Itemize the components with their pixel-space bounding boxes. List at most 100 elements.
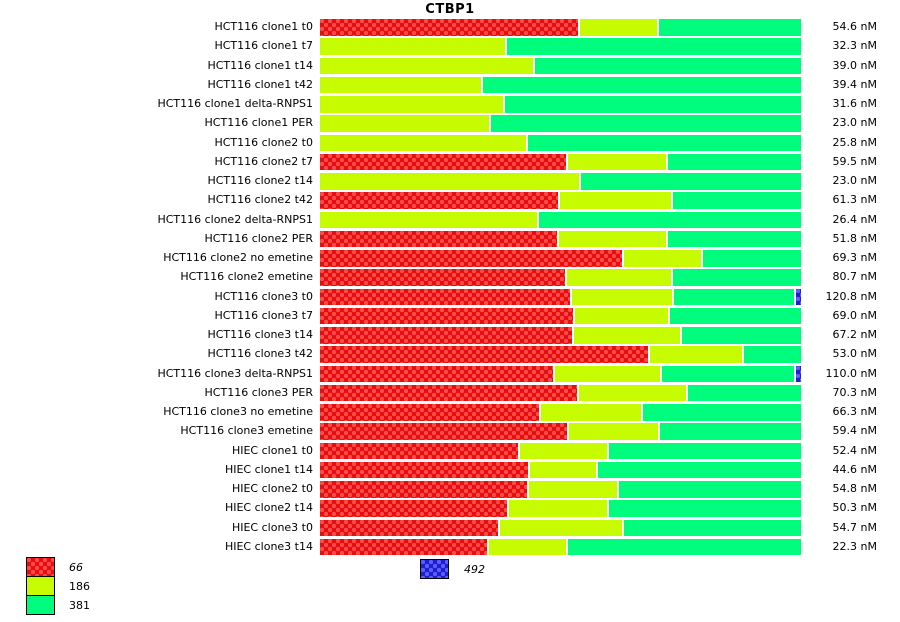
segment-186 bbox=[320, 115, 489, 132]
segment-66 bbox=[320, 404, 539, 421]
chart-row: HCT116 clone3 emetine 59.4 nM bbox=[0, 423, 900, 442]
segment-66 bbox=[320, 192, 559, 209]
segment-186 bbox=[320, 96, 503, 113]
stacked-bar bbox=[320, 404, 801, 421]
chart-row: HCT116 clone3 t7 69.0 nM bbox=[0, 307, 900, 327]
stacked-bar bbox=[320, 327, 801, 344]
chart-row: HCT116 clone2 t42 61.3 nM bbox=[0, 192, 900, 211]
segment-186 bbox=[572, 327, 681, 344]
row-value: 110.0 nM bbox=[825, 366, 877, 380]
chart-row: HCT116 clone1 t14 39.0 nM bbox=[0, 57, 900, 77]
chart-row: HIEC clone2 t14 50.3 nM bbox=[0, 500, 900, 519]
legend-label: 186 bbox=[69, 579, 90, 593]
chart-row: HCT116 clone1 delta-RNPS1 31.6 nM bbox=[0, 96, 900, 115]
row-value: 59.5 nM bbox=[832, 154, 877, 168]
segment-186 bbox=[564, 269, 671, 286]
chart-row: HIEC clone3 t14 22.3 nM bbox=[0, 538, 900, 558]
segment-381 bbox=[533, 57, 801, 74]
row-value: 31.6 nM bbox=[832, 97, 877, 110]
legend-item-381: 381 bbox=[26, 595, 90, 615]
segment-66 bbox=[320, 461, 528, 479]
row-label: HCT116 clone2 t7 bbox=[214, 154, 313, 168]
segment-381 bbox=[659, 365, 794, 382]
row-value: 54.7 nM bbox=[832, 520, 877, 534]
legend-swatch-66 bbox=[26, 557, 55, 577]
segment-66 bbox=[320, 307, 573, 325]
legend-swatch-186 bbox=[26, 576, 55, 596]
row-label: HIEC clone2 t0 bbox=[231, 482, 313, 495]
legend-secondary: 492 bbox=[420, 559, 485, 579]
segment-381 bbox=[666, 230, 801, 248]
row-label: HIEC clone3 t0 bbox=[231, 520, 313, 534]
row-value: 23.0 nM bbox=[832, 116, 877, 130]
row-value: 59.4 nM bbox=[832, 424, 877, 438]
segment-186 bbox=[320, 76, 482, 94]
segment-381 bbox=[536, 211, 801, 228]
row-label: HCT116 clone2 no emetine bbox=[163, 251, 313, 264]
segment-381 bbox=[525, 134, 801, 151]
segment-381 bbox=[640, 404, 801, 421]
row-label: HIEC clone1 t0 bbox=[231, 443, 313, 457]
row-label: HIEC clone3 t14 bbox=[224, 539, 313, 553]
stacked-bar bbox=[320, 19, 801, 36]
row-value: 61.3 nM bbox=[832, 193, 877, 207]
chart-row: HCT116 clone3 t42 53.0 nM bbox=[0, 346, 900, 365]
segment-66 bbox=[320, 250, 623, 267]
chart-row: HCT116 clone2 t7 59.5 nM bbox=[0, 153, 900, 173]
row-value: 69.3 nM bbox=[832, 251, 877, 264]
legend-label: 66 bbox=[69, 560, 83, 574]
segment-66 bbox=[320, 19, 578, 36]
stacked-bar bbox=[320, 57, 801, 74]
segment-381 bbox=[481, 76, 801, 94]
legend-swatch-381 bbox=[26, 595, 55, 615]
segment-492 bbox=[794, 288, 801, 305]
segment-186 bbox=[497, 519, 623, 536]
stacked-bar bbox=[320, 365, 801, 382]
stacked-bar bbox=[320, 250, 801, 267]
segment-186 bbox=[558, 192, 672, 209]
segment-66 bbox=[320, 327, 573, 344]
stacked-bar bbox=[320, 211, 801, 228]
segment-66 bbox=[320, 230, 558, 248]
segment-66 bbox=[320, 153, 566, 171]
segment-186 bbox=[570, 288, 673, 305]
segment-66 bbox=[320, 500, 508, 517]
row-label: HCT116 clone3 t42 bbox=[207, 347, 313, 361]
row-value: 32.3 nM bbox=[832, 39, 877, 53]
chart-row: HCT116 clone2 t0 25.8 nM bbox=[0, 134, 900, 154]
row-value: 70.3 nM bbox=[832, 385, 877, 399]
segment-66 bbox=[320, 288, 571, 305]
legend-item-186: 186 bbox=[26, 576, 90, 596]
segment-381 bbox=[741, 346, 801, 363]
segment-186 bbox=[518, 442, 608, 459]
chart-row: HCT116 clone2 emetine 80.7 nM bbox=[0, 269, 900, 288]
segment-66 bbox=[320, 481, 527, 498]
row-label: HCT116 clone3 delta-RNPS1 bbox=[157, 366, 313, 380]
row-value: 53.0 nM bbox=[832, 347, 877, 361]
row-value: 120.8 nM bbox=[825, 289, 877, 303]
stacked-bar bbox=[320, 346, 801, 363]
row-label: HCT116 clone1 t7 bbox=[214, 39, 313, 53]
segment-381 bbox=[488, 115, 801, 132]
row-label: HIEC clone2 t14 bbox=[224, 501, 313, 515]
stacked-bar bbox=[320, 442, 801, 459]
segment-186 bbox=[526, 481, 617, 498]
row-value: 23.0 nM bbox=[832, 174, 877, 187]
segment-186 bbox=[320, 211, 537, 228]
segment-381 bbox=[672, 288, 795, 305]
row-label: HCT116 clone3 t14 bbox=[207, 328, 313, 341]
row-label: HCT116 clone2 PER bbox=[204, 231, 313, 245]
stacked-bar bbox=[320, 38, 801, 55]
segment-186 bbox=[527, 461, 596, 479]
row-value: 69.0 nM bbox=[832, 308, 877, 322]
stacked-bar bbox=[320, 519, 801, 536]
row-value: 66.3 nM bbox=[832, 405, 877, 418]
segment-66 bbox=[320, 384, 577, 402]
stacked-bar bbox=[320, 288, 801, 305]
row-value: 67.2 nM bbox=[832, 328, 877, 341]
row-label: HCT116 clone3 t7 bbox=[214, 308, 313, 322]
row-value: 50.3 nM bbox=[832, 501, 877, 515]
stacked-bar bbox=[320, 269, 801, 286]
segment-186 bbox=[507, 500, 608, 517]
